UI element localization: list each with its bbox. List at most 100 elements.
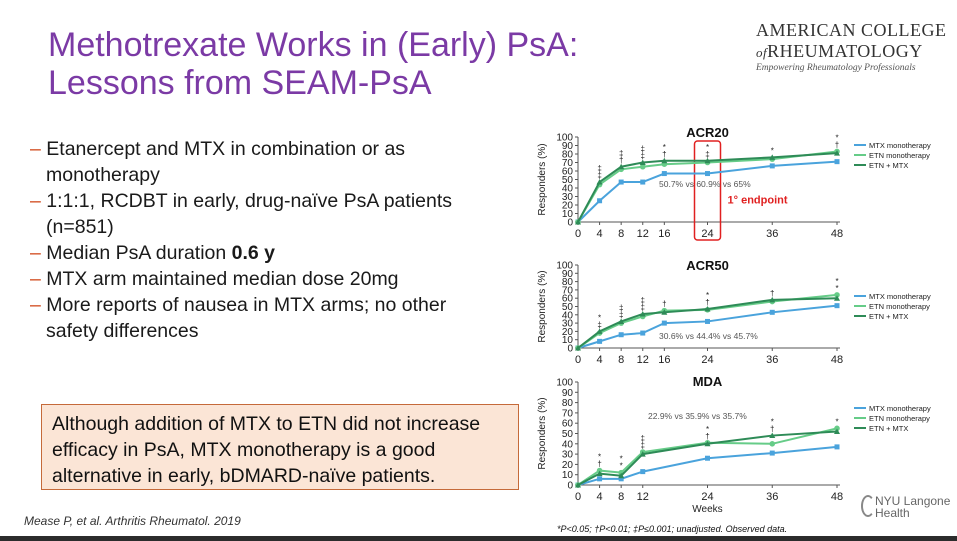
bullet-text: MTX arm maintained median dose 20mg	[46, 268, 399, 290]
y-tick-label: 30	[562, 450, 574, 461]
y-tick-label: 70	[562, 408, 574, 419]
y-tick-label: 60	[562, 294, 574, 305]
data-point-mtx	[705, 455, 710, 461]
significance-marker: †	[705, 432, 709, 441]
y-tick-label: 90	[562, 388, 574, 399]
x-tick-label: 8	[618, 354, 624, 366]
data-point-combo	[618, 163, 625, 170]
y-tick-label: 80	[562, 398, 574, 409]
data-point-mtx	[834, 159, 840, 165]
data-point-combo	[596, 470, 603, 477]
significance-marker: *	[598, 313, 601, 322]
significance-marker: *	[835, 417, 838, 426]
data-point-mtx	[597, 198, 603, 204]
x-tick-label: 12	[637, 491, 649, 503]
data-point-combo	[596, 328, 603, 334]
legend-label: ETN + MTX	[869, 312, 908, 321]
y-tick-label: 100	[556, 261, 573, 272]
data-point-mtx	[618, 332, 624, 338]
y-tick-label: 40	[562, 310, 574, 321]
significance-marker: ‡	[597, 320, 601, 329]
bullet-text-cont: monotherapy	[46, 164, 160, 186]
significance-marker: ‡	[619, 310, 623, 319]
data-point-combo	[769, 296, 776, 303]
significance-marker: ‡	[641, 152, 645, 161]
legend-label: ETN + MTX	[869, 424, 908, 433]
y-tick-label: 50	[562, 302, 574, 313]
significance-marker: *	[771, 418, 774, 427]
data-point-combo	[575, 345, 581, 351]
chart-title: ACR50	[686, 258, 729, 273]
legend-label: MTX monotherapy	[869, 141, 931, 150]
significance-marker: *	[835, 284, 838, 293]
bullet-item: – More reports of nausea in MTX arms; no…	[30, 292, 530, 344]
x-axis-label: Weeks	[692, 504, 722, 515]
x-tick-label: 48	[831, 354, 843, 366]
logo-line-2-prefix: of	[756, 45, 768, 60]
data-point-combo	[639, 310, 646, 317]
x-tick-label: 8	[618, 491, 624, 503]
data-point-mtx	[705, 171, 710, 177]
chart-title: MDA	[693, 374, 723, 389]
data-point-combo	[704, 305, 711, 312]
y-tick-label: 30	[562, 319, 574, 330]
significance-marker: ‡	[641, 303, 645, 312]
x-tick-label: 48	[831, 228, 843, 240]
bullet-text: 1:1:1, RCDBT in early, drug-naïve PsA pa…	[46, 190, 453, 212]
data-point-mtx	[705, 318, 710, 324]
data-point-mtx	[769, 450, 775, 456]
significance-marker: †	[835, 140, 839, 149]
data-point-combo	[639, 451, 646, 457]
significance-marker: †	[662, 300, 666, 309]
significance-footnote: *P<0.05; †P<0.01; ‡P≤0.001; unadjusted. …	[557, 524, 788, 534]
y-tick-label: 10	[562, 209, 574, 220]
bullet-bold-value: 0.6 y	[231, 242, 276, 264]
data-point-etn	[834, 425, 840, 432]
x-tick-label: 24	[701, 228, 713, 240]
y-axis-label: Responders (%)	[537, 270, 548, 342]
significance-marker: †	[705, 298, 709, 307]
y-tick-label: 80	[562, 150, 574, 161]
series-line-combo	[577, 152, 838, 223]
significance-marker: ‡	[597, 164, 601, 173]
legend-label: MTX monotherapy	[869, 404, 931, 413]
response-rate-annotation: 30.6% vs 44.4% vs 45.7%	[659, 331, 758, 341]
data-point-combo	[639, 159, 646, 165]
series-line-combo	[577, 297, 838, 349]
bullet-dash: –	[30, 138, 41, 160]
y-tick-label: 70	[562, 158, 574, 169]
significance-marker: ‡	[597, 171, 601, 180]
logo-tagline: Empowering Rheumatology Professionals	[756, 63, 916, 73]
data-point-combo	[618, 318, 625, 324]
significance-marker: *	[835, 133, 838, 142]
data-point-mtx	[597, 338, 603, 344]
y-tick-label: 20	[562, 460, 574, 471]
series-line-mtx	[577, 160, 838, 223]
y-tick-label: 0	[567, 218, 573, 229]
data-point-etn	[639, 163, 646, 170]
bullet-item: – Etanercept and MTX in combination or a…	[30, 136, 530, 188]
significance-marker: †	[619, 156, 623, 165]
significance-marker: *	[706, 425, 709, 434]
x-tick-label: 4	[597, 491, 603, 503]
legend-label: ETN monotherapy	[869, 151, 930, 160]
data-point-etn	[834, 292, 840, 298]
logo-line-1: AMERICAN COLLEGE	[756, 20, 947, 40]
y-tick-label: 0	[567, 481, 573, 492]
logo-line-2: ofRHEUMATOLOGY	[756, 41, 931, 62]
data-point-combo	[769, 432, 776, 439]
y-tick-label: 20	[562, 327, 574, 338]
x-tick-label: 36	[766, 491, 778, 503]
data-point-mtx	[640, 469, 646, 475]
significance-marker: *	[835, 277, 838, 286]
series-line-mtx	[577, 445, 838, 486]
data-point-mtx	[618, 179, 624, 185]
endpoint-box	[693, 140, 722, 241]
significance-marker: ‡	[619, 303, 623, 312]
y-tick-label: 20	[562, 201, 574, 212]
y-tick-label: 10	[562, 335, 574, 346]
x-tick-label: 8	[618, 228, 624, 240]
x-tick-label: 4	[597, 354, 603, 366]
bullet-dash: –	[30, 268, 41, 290]
x-tick-label: 36	[766, 228, 778, 240]
